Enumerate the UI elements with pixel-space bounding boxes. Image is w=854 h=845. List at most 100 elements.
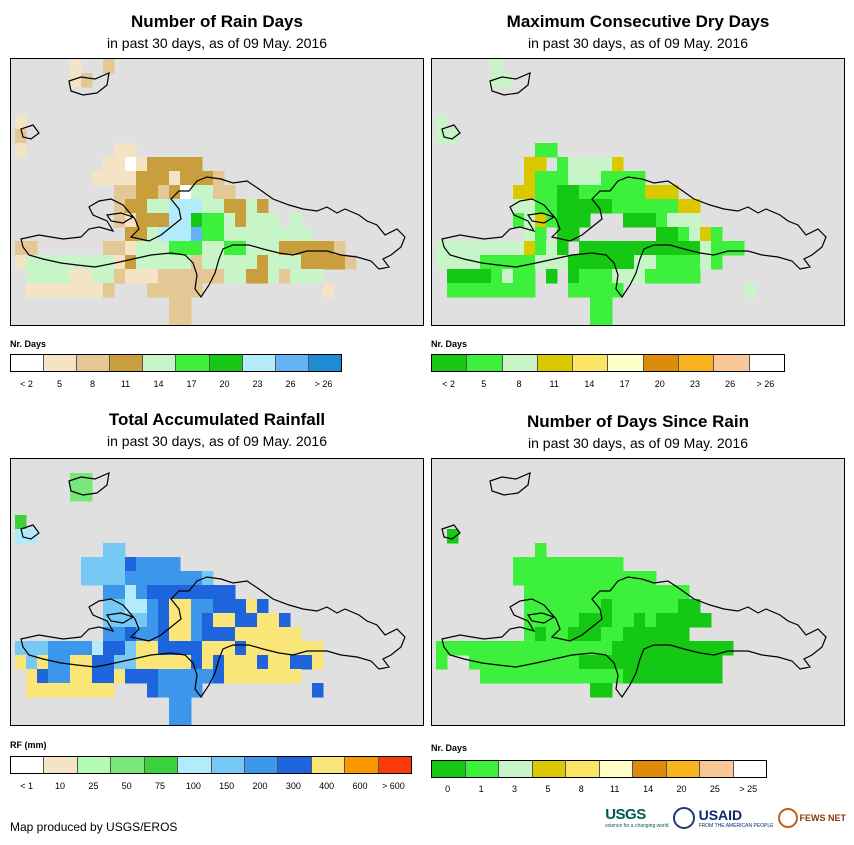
map-cell — [568, 255, 580, 270]
map-cell — [169, 213, 181, 228]
map-rainfall — [10, 458, 424, 726]
legend-label: 23 — [252, 379, 263, 389]
map-cell — [502, 241, 514, 256]
fews-net-logo: FEWS NET — [777, 807, 846, 828]
map-cell — [623, 241, 635, 256]
map-cell — [579, 641, 591, 656]
map-cell — [557, 227, 569, 242]
map-cell — [147, 655, 159, 670]
map-cell — [246, 627, 258, 642]
map-cell — [202, 641, 214, 656]
map-cell — [568, 269, 580, 284]
map-cell — [623, 641, 635, 656]
map-cell — [579, 171, 591, 186]
map-cell — [656, 255, 668, 270]
legend-label: 11 — [610, 784, 620, 794]
map-cell — [557, 585, 569, 600]
map-cell — [114, 157, 126, 172]
map-cell — [436, 115, 448, 130]
map-cell — [601, 585, 613, 600]
map-cell — [623, 571, 635, 586]
map-cell — [601, 641, 613, 656]
legend-swatch — [432, 355, 468, 371]
map-cell — [213, 613, 225, 628]
map-cell — [546, 669, 558, 684]
map-cell — [711, 641, 723, 656]
map-cell — [48, 269, 60, 284]
map-cell — [268, 269, 280, 284]
legend-label: 600 — [352, 781, 368, 791]
map-cell — [579, 185, 591, 200]
map-cell — [513, 557, 525, 572]
legend-label: < 2 — [20, 379, 33, 389]
map-cell — [235, 599, 247, 614]
map-cell — [180, 571, 192, 586]
legend-label: > 600 — [381, 781, 405, 791]
legend-swatch — [666, 761, 700, 777]
legend-label: 20 — [676, 784, 687, 794]
map-cell — [125, 241, 137, 256]
map-cell — [323, 255, 335, 270]
map-cell — [491, 241, 503, 256]
map-cell — [612, 641, 624, 656]
legend-label: 1 — [478, 784, 484, 794]
map-cell — [601, 683, 613, 698]
legend-swatch — [311, 757, 346, 773]
map-cell — [689, 599, 701, 614]
map-cell — [590, 171, 602, 186]
map-cell — [125, 669, 137, 684]
map-cell — [257, 213, 269, 228]
map-cell — [535, 585, 547, 600]
map-cell — [268, 613, 280, 628]
map-cell — [81, 255, 93, 270]
map-cell — [180, 585, 192, 600]
map-cell — [612, 655, 624, 670]
map-cell — [513, 641, 525, 656]
map-cell — [689, 655, 701, 670]
map-cell — [711, 227, 723, 242]
map-cell — [191, 655, 203, 670]
map-cell — [590, 241, 602, 256]
map-cell — [180, 641, 192, 656]
map-cell — [114, 627, 126, 642]
map-cell — [235, 641, 247, 656]
map-cell — [678, 227, 690, 242]
map-cell — [667, 613, 679, 628]
legend-bar — [431, 354, 785, 372]
map-cell — [634, 255, 646, 270]
map-cell — [246, 599, 258, 614]
map-cell — [634, 613, 646, 628]
map-cell — [169, 311, 181, 325]
map-cell — [524, 213, 536, 228]
map-cell — [147, 199, 159, 214]
map-cell — [524, 255, 536, 270]
map-cell — [114, 557, 126, 572]
map-cell — [290, 627, 302, 642]
map-cell — [158, 585, 170, 600]
map-cell — [579, 255, 591, 270]
map-cell — [535, 213, 547, 228]
legend-label: 5 — [56, 379, 63, 389]
map-cell — [546, 143, 558, 158]
map-cell — [678, 599, 690, 614]
map-cell — [623, 669, 635, 684]
legend-swatch — [345, 757, 379, 773]
map-cell — [535, 227, 547, 242]
map-cell — [125, 143, 137, 158]
map-cell — [513, 255, 525, 270]
map-cell — [103, 59, 115, 74]
map-cell — [257, 199, 269, 214]
map-cell — [92, 669, 104, 684]
map-cell — [546, 241, 558, 256]
map-cell — [158, 227, 170, 242]
map-cell — [70, 269, 82, 284]
map-cell — [257, 269, 269, 284]
map-cell — [645, 241, 657, 256]
map-cell — [224, 269, 236, 284]
map-cell — [301, 255, 313, 270]
map-cell — [81, 655, 93, 670]
panel-subtitle: in past 30 days, as of 09 May. 2016 — [528, 35, 748, 51]
map-cell — [59, 269, 71, 284]
legend-swatch — [144, 757, 179, 773]
map-cell — [114, 213, 126, 228]
